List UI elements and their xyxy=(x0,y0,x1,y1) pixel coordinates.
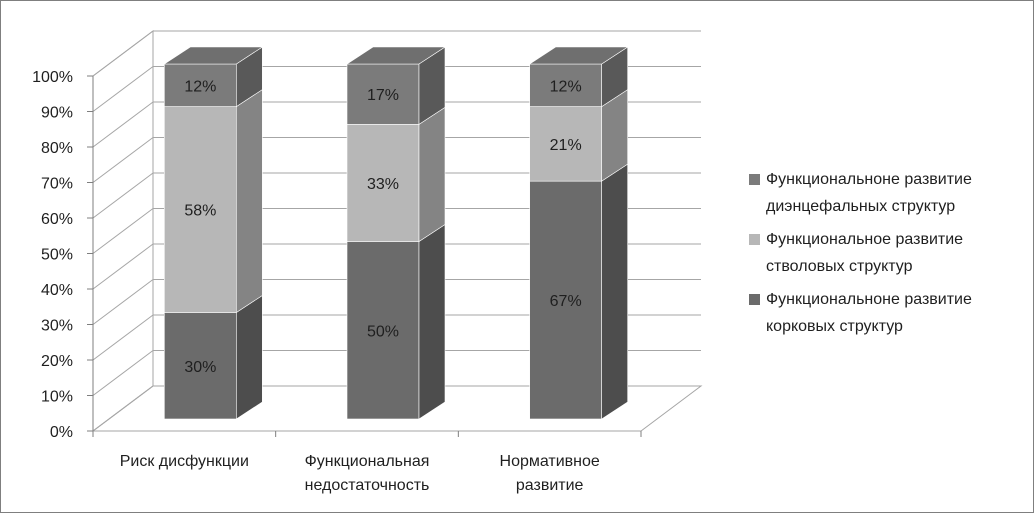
y-tick-label: 70% xyxy=(41,176,73,193)
gridline-side xyxy=(92,101,154,148)
bar-segment-s2-c0 xyxy=(164,63,237,107)
data-label-s2-c2: 12% xyxy=(550,78,582,95)
data-label-s2-c0: 12% xyxy=(184,78,216,95)
legend-swatch-s0 xyxy=(749,294,760,305)
gridline-side xyxy=(92,66,154,112)
legend-swatch-s1 xyxy=(749,234,760,245)
bar-segment-s0-c0 xyxy=(164,312,237,420)
data-label-s0-c0: 30% xyxy=(184,359,216,376)
y-tick-label: 30% xyxy=(41,318,73,335)
gridline-side xyxy=(92,314,154,361)
bar-side-s0-c2 xyxy=(601,163,628,420)
y-tick-label: 50% xyxy=(41,247,73,264)
y-tick-label: 60% xyxy=(41,211,73,228)
bar-segment-s0-c1 xyxy=(346,241,420,420)
gridline-side xyxy=(92,243,154,290)
bar-top-c1 xyxy=(345,46,447,65)
bar-side-s1-c0 xyxy=(236,89,263,314)
gridline-side xyxy=(92,385,154,432)
bar-top-c2 xyxy=(528,46,629,65)
x-category-label: недостаточность xyxy=(305,477,430,494)
y-tick-label: 10% xyxy=(41,389,73,406)
gridline-side xyxy=(92,30,154,77)
bar-segment-s1-c1 xyxy=(346,124,420,242)
gridline-side xyxy=(92,279,154,325)
legend-label: Функциональноне развитие xyxy=(766,291,972,308)
x-category-label: Функциональная xyxy=(305,453,430,470)
gridline-side xyxy=(92,172,154,219)
bar-segment-s2-c2 xyxy=(529,63,602,107)
x-category-label: развитие xyxy=(516,477,584,494)
y-tick-label: 40% xyxy=(41,282,73,299)
y-tick-label: 90% xyxy=(41,105,73,122)
data-label-s1-c1: 33% xyxy=(367,176,399,193)
data-label-s1-c0: 58% xyxy=(184,203,216,220)
legend-swatch-s2 xyxy=(749,174,760,185)
legend-label: Функциональноне развитие xyxy=(766,171,972,188)
data-label-s0-c1: 50% xyxy=(367,323,399,340)
data-label-s0-c2: 67% xyxy=(550,293,582,310)
legend-label: Функциональное развитие xyxy=(766,231,963,248)
bar-side-s0-c1 xyxy=(418,223,446,420)
gridline-side xyxy=(92,350,154,396)
data-label-s2-c1: 17% xyxy=(367,87,399,104)
y-tick-label: 80% xyxy=(41,140,73,157)
gridline-side xyxy=(92,208,154,254)
legend-label: корковых структур xyxy=(766,318,903,335)
legend-label: диэнцефальных структур xyxy=(766,198,955,215)
legend-label: стволовых структур xyxy=(766,258,913,275)
y-tick-label: 20% xyxy=(41,353,73,370)
y-tick-label: 100% xyxy=(32,69,73,86)
x-category-label: Нормативное xyxy=(500,453,600,470)
data-label-s1-c2: 21% xyxy=(550,137,582,154)
bar-segment-s1-c0 xyxy=(164,106,237,313)
x-category-label: Риск дисфункции xyxy=(120,453,249,470)
gridline-side xyxy=(92,137,154,183)
bar-segment-s1-c2 xyxy=(529,106,602,182)
bar-side-s1-c1 xyxy=(418,106,446,243)
bar-top-c0 xyxy=(163,46,264,65)
y-tick-label: 0% xyxy=(50,424,73,441)
bar-segment-s2-c1 xyxy=(346,63,420,125)
bar-side-s0-c0 xyxy=(236,294,263,420)
bar-segment-s0-c2 xyxy=(529,180,602,420)
